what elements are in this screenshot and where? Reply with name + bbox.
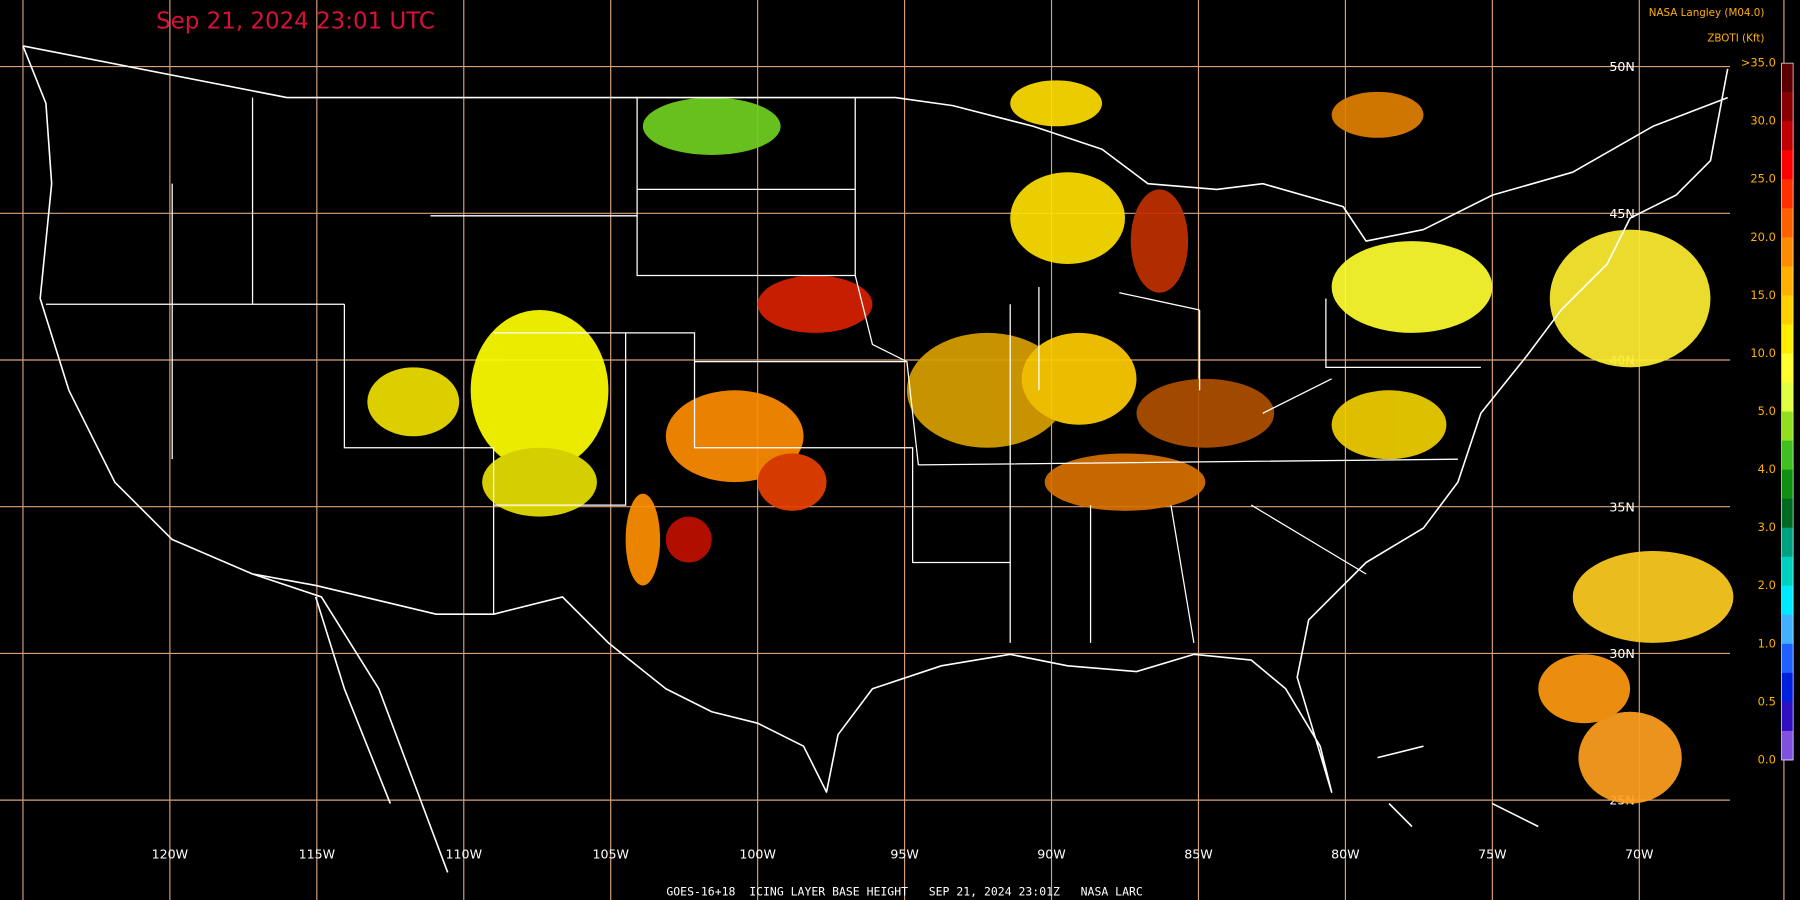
colorbar-band	[1781, 498, 1794, 529]
colorbar-label: 30.0	[1750, 114, 1776, 128]
colorbar-band	[1781, 150, 1794, 180]
lon-label: 100W	[739, 847, 776, 862]
lon-label: 90W	[1037, 847, 1066, 862]
colorbar-band	[1781, 237, 1794, 267]
colorbar-band	[1781, 179, 1794, 209]
credit: NASA Langley (M04.0)	[1649, 7, 1765, 19]
clouds	[367, 80, 1734, 804]
colorbar-label: 0.0	[1758, 752, 1776, 766]
lon-label: 105W	[592, 847, 629, 862]
boundaries	[22, 45, 1729, 873]
colorbar-label: >35.0	[1741, 56, 1776, 70]
colorbar-label: 5.0	[1758, 404, 1776, 418]
colorbar-label: 15.0	[1750, 288, 1776, 302]
colorbar-label: 20.0	[1750, 230, 1776, 244]
title: Sep 21, 2024 23:01 UTC	[156, 9, 435, 35]
lon-label: 70W	[1625, 847, 1654, 862]
colorbar-band	[1781, 585, 1794, 616]
colorbar-band	[1781, 92, 1794, 122]
lat-label: 35N	[1609, 499, 1634, 514]
colorbar-band	[1781, 701, 1794, 732]
colorbar-band	[1781, 295, 1794, 326]
lat-label: 30N	[1609, 646, 1634, 661]
lat-label: 50N	[1609, 59, 1634, 74]
colorbar-band	[1781, 382, 1794, 413]
footer: GOES-16+18 ICING LAYER BASE HEIGHT SEP 2…	[666, 884, 1143, 898]
colorbar-label: 2.0	[1758, 578, 1776, 592]
colorbar-band	[1781, 614, 1794, 645]
lon-label: 110W	[446, 847, 483, 862]
lon-label: 80W	[1331, 847, 1360, 862]
lon-label: 85W	[1184, 847, 1213, 862]
colorbar-label: 1.0	[1758, 636, 1776, 650]
colorbar-band	[1781, 556, 1794, 587]
colorbar-label: 3.0	[1758, 520, 1776, 534]
units: ZBOTI (Kft)	[1707, 32, 1764, 44]
lon-label: 120W	[152, 847, 189, 862]
colorbar-band	[1781, 469, 1794, 500]
colorbar-band	[1781, 440, 1794, 471]
colorbar-band	[1781, 63, 1794, 93]
colorbar-label: 0.5	[1758, 694, 1776, 708]
lat-label: 45N	[1609, 206, 1634, 221]
colorbar-label: 10.0	[1750, 346, 1776, 360]
lon-label: 75W	[1478, 847, 1507, 862]
colorbar-label: 4.0	[1758, 462, 1776, 476]
colorbar-label: 25.0	[1750, 172, 1776, 186]
colorbar-band	[1781, 527, 1794, 558]
colorbar-band	[1781, 266, 1794, 296]
lon-label: 95W	[890, 847, 919, 862]
lon-label: 115W	[299, 847, 336, 862]
colorbar-band	[1781, 411, 1794, 442]
colorbar-band	[1781, 672, 1794, 703]
colorbar-band	[1781, 353, 1794, 384]
colorbar: >35.0 30.0 25.0 20.0 15.0 10.0 5.0 4.0 3.0 2.0 1.0…	[1741, 56, 1794, 766]
colorbar-band	[1781, 324, 1794, 355]
colorbar-band	[1781, 208, 1794, 238]
colorbar-band	[1781, 121, 1794, 151]
colorbar-band	[1781, 730, 1794, 761]
colorbar-band	[1781, 643, 1794, 674]
colorbar-frame	[1781, 62, 1794, 761]
